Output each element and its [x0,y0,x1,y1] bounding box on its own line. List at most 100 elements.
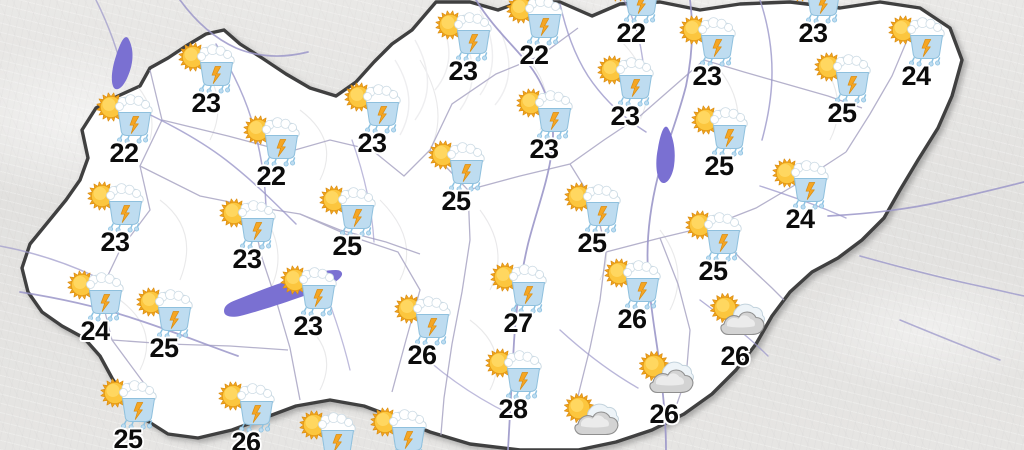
sun-cloud-thunderstorm-icon [178,42,235,94]
sun-cloud-thunderstorm-icon [344,82,401,134]
temperature-label: 22 [616,18,646,48]
temperature-label: 24 [785,204,815,234]
sun-cloud-thunderstorm-icon [394,294,451,346]
sun-cloud-thunderstorm-icon [129,283,199,339]
sun-cloud-thunderstorm-icon [678,206,748,262]
sun-cloud-thunderstorm-icon [597,55,654,107]
temperature-label: 23 [448,56,478,86]
temperature-label: 25 [441,186,471,216]
sun-cloud-thunderstorm-icon [299,410,356,450]
sun-cloud-thunderstorm-icon [387,290,457,346]
temperature-label: 25 [698,256,728,286]
sun-behind-cloud-icon [554,391,624,447]
sun-cloud-thunderstorm-icon [778,0,848,24]
sun-cloud-thunderstorm-icon [60,266,130,322]
sun-cloud-thunderstorm-icon [100,378,157,430]
sun-behind-cloud-icon [710,293,765,336]
sun-behind-cloud-icon [564,393,619,436]
sun-cloud-thunderstorm-icon [337,78,407,134]
temperature-label: 22 [109,138,139,168]
temperature-label: 28 [498,394,528,424]
sun-cloud-thunderstorm-icon [888,15,945,67]
temperature-label: 23 [798,18,828,48]
sun-cloud-thunderstorm-icon [772,158,829,210]
sun-cloud-thunderstorm-icon [604,258,661,310]
sun-cloud-thunderstorm-icon [219,198,276,250]
temperature-label: 25 [704,151,734,181]
temperature-label: 25 [577,228,607,258]
sun-cloud-thunderstorm-icon [292,406,362,450]
temperature-label: 26 [407,340,437,370]
sun-cloud-thunderstorm-icon [236,111,306,167]
sun-cloud-thunderstorm-icon [67,270,124,322]
sun-cloud-thunderstorm-icon [490,262,547,314]
temperature-label: 25 [149,333,179,363]
sun-cloud-thunderstorm-icon [485,348,542,400]
temperature-label: 25 [827,98,857,128]
sun-cloud-thunderstorm-icon [564,182,621,234]
sun-cloud-thunderstorm-icon [93,374,163,430]
temperature-label: 26 [720,341,750,371]
sun-cloud-thunderstorm-icon [614,0,657,24]
sun-cloud-thunderstorm-icon [509,84,579,140]
sun-cloud-thunderstorm-icon [363,403,433,450]
sun-cloud-thunderstorm-icon [273,261,343,317]
sun-cloud-thunderstorm-icon [280,265,337,317]
temperature-label: 25 [332,231,362,261]
lake-ferto [111,37,133,90]
sun-behind-cloud-icon [700,291,770,347]
sun-cloud-thunderstorm-icon [478,344,548,400]
sun-cloud-thunderstorm-icon [516,88,573,140]
temperature-label: 27 [503,308,533,338]
sun-cloud-thunderstorm-icon [96,92,153,144]
sun-cloud-thunderstorm-icon [597,254,667,310]
temperature-label: 23 [692,61,722,91]
temperature-label: 22 [519,40,549,70]
sun-cloud-thunderstorm-icon [312,181,382,237]
sun-cloud-thunderstorm-icon [319,185,376,237]
sun-cloud-thunderstorm-icon [590,51,660,107]
temperature-label: 23 [100,227,130,257]
sun-cloud-thunderstorm-icon [87,181,144,233]
sun-cloud-thunderstorm-icon [596,0,666,24]
temperature-label: 26 [617,304,647,334]
sun-cloud-thunderstorm-icon [421,136,491,192]
temperature-label: 26 [649,399,679,429]
temperature-label: 26 [231,427,261,450]
sun-cloud-thunderstorm-icon [171,38,241,94]
temperature-label: 23 [232,244,262,274]
sun-cloud-thunderstorm-icon [881,11,951,67]
sun-cloud-thunderstorm-icon [435,10,492,62]
sun-cloud-thunderstorm-icon [679,15,736,67]
sun-cloud-thunderstorm-icon [483,258,553,314]
sun-cloud-thunderstorm-icon [765,154,835,210]
sun-cloud-thunderstorm-icon [218,381,275,433]
lake-tisza [656,126,675,184]
sun-cloud-thunderstorm-icon [243,115,300,167]
sun-cloud-thunderstorm-icon [807,48,877,104]
sun-behind-cloud-icon [639,351,694,394]
sun-cloud-thunderstorm-icon [672,11,742,67]
sun-cloud-thunderstorm-icon [428,6,498,62]
sun-cloud-thunderstorm-icon [506,0,563,46]
temperature-label: 23 [529,134,559,164]
sun-cloud-thunderstorm-icon [684,101,754,157]
sun-behind-cloud-icon [629,349,699,405]
sun-cloud-thunderstorm-icon [136,287,193,339]
sun-cloud-thunderstorm-icon [796,0,839,24]
temperature-label: 23 [610,101,640,131]
sun-cloud-thunderstorm-icon [80,177,150,233]
sun-cloud-thunderstorm-icon [499,0,569,46]
sun-cloud-thunderstorm-icon [685,210,742,262]
sun-cloud-thunderstorm-icon [814,52,871,104]
temperature-label: 23 [357,128,387,158]
sun-cloud-thunderstorm-icon [691,105,748,157]
temperature-label: 24 [80,316,110,346]
sun-cloud-thunderstorm-icon [89,88,159,144]
sun-cloud-thunderstorm-icon [557,178,627,234]
temperature-label: 25 [113,424,143,450]
temperature-label: 23 [293,311,323,341]
sun-cloud-thunderstorm-icon [428,140,485,192]
sun-cloud-thunderstorm-icon [212,194,282,250]
